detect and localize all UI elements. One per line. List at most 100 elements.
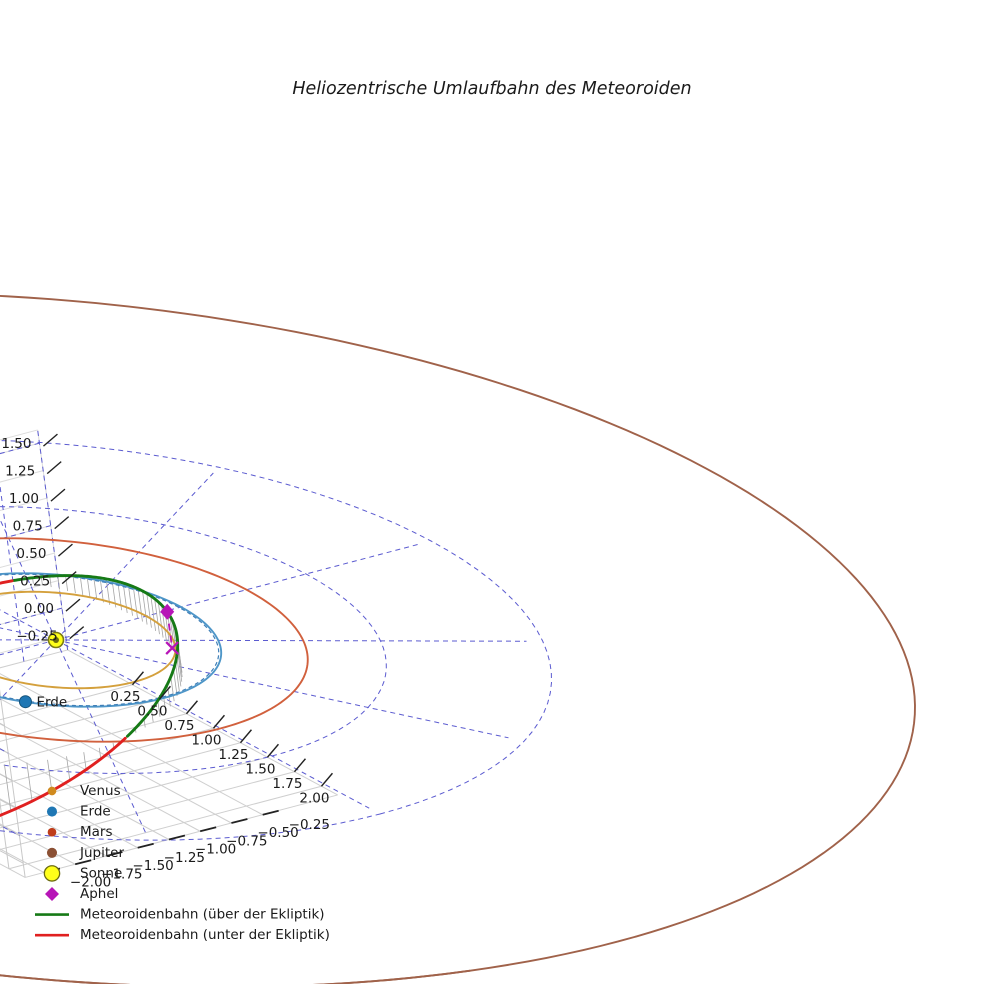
axis-tick — [65, 598, 81, 612]
drop-line — [57, 575, 60, 590]
drop-line — [72, 575, 76, 594]
axis-tick — [137, 842, 154, 849]
planet-orbit-earth-dashed — [0, 573, 220, 707]
gridline — [0, 635, 66, 654]
y-tick-label: −1.00 — [195, 842, 236, 858]
axis-tick — [46, 461, 62, 475]
gridline — [0, 723, 201, 832]
x-tick-label: 1.25 — [218, 747, 248, 763]
legend-label: Erde — [80, 804, 111, 820]
guide-line — [0, 506, 387, 774]
axis-tick — [50, 488, 66, 502]
legend[interactable]: Venus Erde Mars Jupiter Sonne Aphel Meteoroide… — [35, 783, 330, 943]
guide-line — [0, 442, 40, 455]
earth-marker — [18, 695, 32, 709]
z-tick-label: 1.25 — [5, 464, 35, 480]
meteoroid-orbit-above — [125, 583, 180, 738]
legend-item-meteoroidenbahn[interactable]: Meteoroidenbahn (über der Ekliptik) — [35, 907, 325, 923]
axis-tick — [239, 729, 252, 744]
z-tick-label: 0.25 — [20, 574, 50, 590]
legend-label: Aphel — [80, 886, 118, 902]
drop-line — [86, 576, 91, 598]
drop-line — [166, 684, 171, 707]
legend-label: Meteoroidenbahn (über der Ekliptik) — [80, 907, 325, 923]
legend-item-sonne[interactable]: Sonne — [43, 865, 122, 882]
planet-orbits — [0, 295, 916, 984]
drop-line — [65, 575, 69, 592]
axis-tick — [106, 851, 123, 857]
drop-line — [127, 584, 133, 616]
x-tick-label: 0.75 — [164, 718, 194, 734]
drop-line — [4, 764, 12, 812]
y-tick-label: −2.00 — [70, 875, 111, 891]
axis-tick — [320, 772, 333, 787]
drop-line — [83, 752, 87, 770]
legend-item-aphel[interactable]: Aphel — [45, 886, 118, 902]
drop-line — [157, 700, 161, 717]
planet-orbit-mars — [0, 537, 309, 743]
legend-item-erde[interactable]: Erde — [46, 804, 111, 820]
aphelion-marker — [160, 603, 175, 620]
guide-line — [0, 639, 57, 701]
x-tick-label: 2.00 — [299, 790, 329, 806]
meteoroid-orbit-below — [0, 579, 127, 817]
guide-line — [55, 543, 419, 641]
gridline — [0, 649, 68, 669]
gridline — [8, 785, 322, 870]
x-tick-label: 0.25 — [110, 689, 140, 705]
gridline — [0, 689, 26, 878]
legend-item-meteoroidenbahn[interactable]: Meteoroidenbahn (unter der Ekliptik) — [35, 927, 330, 943]
y-tick-label: −0.25 — [289, 817, 330, 833]
sun-core — [53, 637, 59, 643]
legend-sun-icon — [43, 865, 61, 882]
drop-line — [99, 577, 104, 603]
drop-line — [151, 709, 154, 723]
x-tick-label: 1.75 — [272, 776, 302, 792]
gridline — [0, 748, 170, 840]
y-tick-label: −1.25 — [164, 850, 205, 866]
y-tick-label: −1.75 — [101, 866, 142, 882]
gridline — [0, 470, 44, 483]
drop-line — [154, 598, 160, 635]
drop-line — [132, 586, 139, 619]
drop-line — [173, 669, 178, 697]
legend-label: Sonne — [80, 865, 122, 881]
z-tick-label: −0.25 — [16, 629, 57, 645]
gridline — [0, 771, 295, 851]
drop-line — [49, 576, 52, 588]
z-tick-label: 0.00 — [24, 601, 54, 617]
drop-line — [66, 756, 71, 781]
x-tick-label: 0.50 — [137, 703, 167, 719]
drop-line — [146, 593, 152, 628]
guide-line — [0, 639, 57, 656]
planet-orbit-jupiter — [0, 969, 471, 984]
body-markers: Erde — [18, 603, 179, 711]
gridline — [0, 442, 40, 455]
legend-item-venus[interactable]: Venus — [47, 783, 121, 799]
gridline — [0, 552, 55, 569]
z-tick-label: 1.50 — [1, 436, 31, 452]
axis-tick — [42, 433, 58, 447]
x-tick-label: 1.00 — [191, 732, 221, 748]
axis-ticks — [42, 433, 333, 874]
planet-orbit-venus — [0, 590, 177, 690]
axis-tick — [74, 859, 92, 866]
meteoroid-orbit — [0, 574, 180, 817]
page-title: Heliozentrische Umlaufbahn des Meteoroid… — [292, 79, 691, 99]
legend-label: Jupiter — [79, 845, 124, 861]
legend-item-jupiter[interactable]: Jupiter — [46, 845, 124, 861]
axis-tick — [158, 685, 171, 700]
legend-item-mars[interactable]: Mars — [47, 824, 113, 840]
legend-dot-icon — [46, 847, 58, 858]
axis-tick — [54, 516, 70, 530]
axis-tick — [199, 826, 217, 833]
legend-label: Venus — [80, 783, 121, 799]
gridline — [0, 799, 10, 869]
guide-line — [55, 472, 214, 641]
drop-line — [137, 588, 143, 622]
axis-tick — [61, 571, 77, 585]
axis-tick — [168, 834, 186, 841]
drop-line — [79, 575, 84, 596]
drop-line — [170, 676, 175, 702]
